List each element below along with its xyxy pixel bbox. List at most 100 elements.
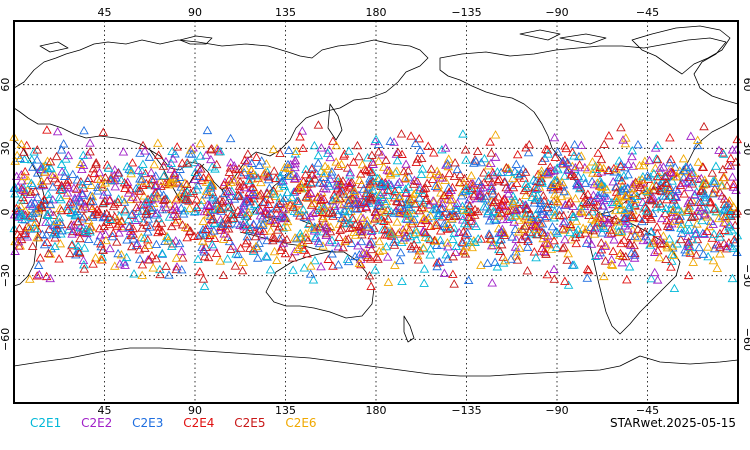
marker-c2e2 — [18, 185, 28, 195]
marker-c2e6 — [676, 206, 686, 216]
marker-c2e4 — [445, 223, 455, 232]
marker-c2e3 — [560, 216, 570, 226]
marker-c2e3 — [681, 247, 691, 257]
marker-c2e6 — [409, 189, 419, 198]
marker-c2e5 — [262, 188, 272, 197]
marker-c2e4 — [512, 149, 523, 159]
marker-c2e6 — [215, 256, 225, 265]
marker-c2e1 — [279, 181, 290, 190]
marker-c2e2 — [486, 211, 497, 220]
marker-c2e6 — [260, 167, 271, 177]
legend-item-c2e6: C2E6 — [285, 416, 317, 430]
marker-c2e6 — [500, 255, 511, 265]
marker-c2e6 — [332, 194, 342, 204]
marker-c2e6 — [662, 241, 672, 250]
legend: C2E1 C2E2 C2E3 C2E4 C2E5 C2E6 — [30, 416, 333, 430]
marker-c2e5 — [403, 165, 414, 175]
marker-c2e3 — [552, 147, 563, 156]
marker-c2e1 — [381, 199, 391, 208]
marker-c2e4 — [463, 212, 474, 221]
marker-c2e5 — [333, 173, 344, 182]
marker-c2e1 — [686, 167, 697, 176]
marker-c2e2 — [364, 239, 375, 248]
marker-c2e4 — [361, 188, 372, 197]
marker-c2e4 — [603, 165, 614, 174]
marker-c2e5 — [113, 168, 123, 177]
marker-c2e5 — [100, 172, 111, 182]
marker-c2e6 — [155, 176, 166, 186]
marker-c2e6 — [405, 195, 416, 205]
marker-c2e4 — [359, 197, 369, 206]
marker-c2e6 — [419, 203, 429, 213]
marker-c2e1 — [196, 200, 207, 209]
marker-c2e6 — [683, 203, 694, 212]
marker-c2e3 — [346, 238, 357, 247]
bottom-lon-label: −90 — [545, 404, 568, 417]
marker-c2e1 — [75, 222, 86, 232]
marker-c2e5 — [720, 211, 730, 221]
marker-c2e5 — [674, 214, 685, 223]
marker-c2e3 — [150, 171, 161, 180]
marker-c2e5 — [30, 186, 40, 196]
marker-c2e5 — [697, 184, 708, 194]
marker-c2e3 — [523, 234, 533, 244]
marker-c2e3 — [187, 149, 197, 158]
marker-c2e2 — [588, 190, 599, 199]
marker-c2e4 — [180, 194, 191, 203]
marker-c2e4 — [87, 203, 98, 213]
marker-c2e3 — [547, 221, 558, 231]
marker-c2e4 — [195, 266, 205, 276]
marker-c2e3 — [253, 243, 263, 252]
marker-c2e6 — [476, 260, 486, 269]
marker-c2e6 — [443, 161, 454, 171]
marker-c2e5 — [367, 192, 378, 202]
marker-c2e6 — [508, 198, 519, 208]
marker-c2e6 — [688, 168, 699, 177]
marker-c2e6 — [319, 168, 330, 178]
marker-c2e2 — [609, 235, 619, 244]
marker-c2e6 — [354, 175, 365, 184]
marker-c2e3 — [700, 192, 710, 202]
marker-c2e2 — [652, 275, 663, 284]
marker-c2e5 — [324, 208, 334, 217]
marker-c2e2 — [127, 192, 138, 201]
marker-c2e1 — [414, 185, 425, 194]
marker-c2e2 — [361, 201, 372, 211]
legend-item-c2e1: C2E1 — [30, 416, 62, 430]
marker-c2e4 — [729, 234, 740, 244]
marker-c2e6 — [171, 174, 181, 183]
marker-c2e4 — [193, 231, 203, 240]
marker-c2e5 — [448, 251, 458, 261]
marker-c2e3 — [471, 156, 481, 165]
marker-c2e3 — [343, 198, 354, 207]
marker-c2e6 — [331, 157, 341, 166]
marker-c2e5 — [366, 194, 376, 203]
marker-c2e4 — [216, 204, 226, 213]
legend-item-c2e5: C2E5 — [234, 416, 266, 430]
marker-c2e1 — [723, 226, 734, 236]
marker-c2e2 — [437, 198, 448, 208]
marker-c2e3 — [385, 136, 396, 145]
marker-c2e1 — [343, 206, 354, 216]
marker-c2e3 — [258, 220, 268, 229]
marker-c2e1 — [268, 189, 279, 198]
marker-c2e2 — [77, 164, 87, 174]
marker-c2e3 — [642, 170, 653, 180]
marker-c2e6 — [143, 240, 154, 249]
marker-c2e5 — [237, 265, 248, 275]
marker-c2e2 — [16, 176, 27, 185]
marker-c2e1 — [179, 206, 190, 215]
marker-c2e6 — [362, 215, 372, 225]
marker-c2e6 — [614, 250, 625, 259]
marker-c2e6 — [273, 183, 284, 192]
marker-c2e1 — [569, 151, 579, 160]
marker-c2e4 — [337, 185, 348, 194]
marker-c2e4 — [485, 137, 495, 146]
marker-c2e3 — [510, 166, 520, 175]
marker-c2e3 — [68, 198, 78, 208]
marker-c2e1 — [549, 206, 560, 215]
marker-c2e4 — [529, 247, 540, 256]
marker-c2e2 — [583, 235, 594, 244]
marker-c2e1 — [494, 235, 505, 245]
marker-c2e1 — [687, 234, 698, 244]
